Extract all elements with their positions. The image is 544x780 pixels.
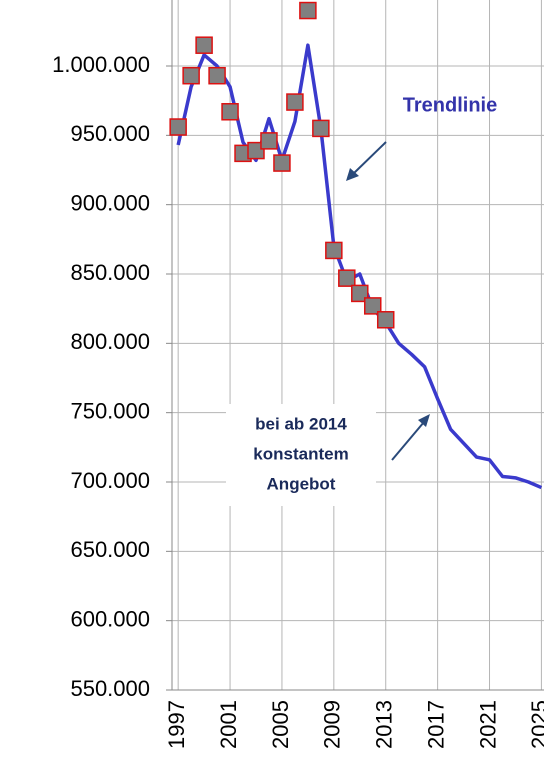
marker	[169, 118, 187, 136]
marker	[351, 284, 369, 303]
marker	[312, 119, 330, 138]
x-tick-label: 2005	[268, 700, 293, 749]
marker	[376, 311, 395, 329]
x-tick-label: 2017	[423, 700, 448, 749]
trend-line	[176, 43, 543, 490]
arrow-head	[346, 168, 359, 181]
marker	[273, 154, 291, 172]
y-tick-label: 650.000	[70, 537, 150, 562]
marker	[338, 269, 356, 287]
annotation-box	[226, 404, 376, 506]
arrow-head	[418, 414, 430, 427]
annotation: Trendlinie	[403, 94, 497, 116]
marker	[247, 141, 265, 160]
annotation: bei ab 2014	[255, 414, 347, 433]
x-tick-label: 2021	[475, 700, 500, 749]
x-tick-label: 2013	[372, 700, 397, 749]
marker	[364, 297, 382, 315]
y-tick-label: 550.000	[70, 676, 150, 701]
x-tick-label: 2009	[320, 700, 345, 749]
x-tick-label: 2001	[216, 700, 241, 749]
marker	[182, 66, 200, 85]
y-tick-label: 850.000	[70, 260, 150, 285]
arrow	[391, 421, 425, 461]
marker	[208, 66, 226, 85]
y-tick-label: 1.000.000	[52, 52, 150, 77]
y-tick-label: 900.000	[70, 190, 150, 215]
y-tick-label: 700.000	[70, 468, 150, 493]
marker	[299, 1, 317, 20]
marker	[286, 93, 304, 111]
x-tick-label: 2025	[527, 700, 544, 749]
x-tick-label: 1997	[164, 700, 189, 749]
y-tick-label: 950.000	[70, 121, 150, 146]
marker	[221, 103, 239, 121]
marker	[325, 241, 343, 260]
y-tick-label: 600.000	[70, 606, 150, 631]
annotation: konstantem	[253, 444, 348, 463]
y-tick-label: 800.000	[70, 329, 150, 354]
arrow	[351, 141, 387, 176]
marker	[260, 132, 278, 150]
annotation: Angebot	[267, 474, 336, 493]
marker	[195, 36, 213, 54]
y-tick-label: 750.000	[70, 398, 150, 423]
